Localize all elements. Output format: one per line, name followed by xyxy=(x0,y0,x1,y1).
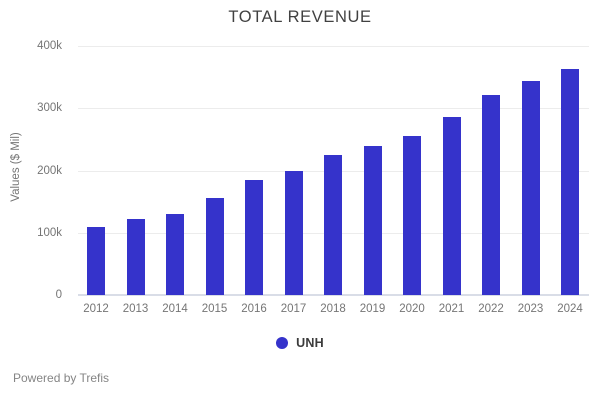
bar-2015[interactable] xyxy=(205,197,224,295)
bar-2020[interactable] xyxy=(403,136,421,295)
x-tick-label-2024: 2024 xyxy=(557,303,583,315)
y-tick-label-300k: 300k xyxy=(37,102,62,115)
legend-dot-icon xyxy=(276,337,289,349)
x-tick-label-2016: 2016 xyxy=(241,303,267,315)
bar-2019[interactable] xyxy=(363,145,382,295)
x-tick-label-2012: 2012 xyxy=(83,303,109,315)
x-tick-label-2019: 2019 xyxy=(359,303,386,315)
bar-2024[interactable] xyxy=(561,69,579,295)
gridline-400k xyxy=(78,46,589,47)
x-tick-label-2017: 2017 xyxy=(280,303,307,315)
x-tick-label-2021: 2021 xyxy=(438,303,465,315)
powered-by-trefis-text: Powered by Trefis xyxy=(13,371,110,385)
x-tick-label-2022: 2022 xyxy=(478,303,504,315)
gridline-300k xyxy=(78,108,589,110)
bar-2012[interactable] xyxy=(87,226,105,295)
bar-2023[interactable] xyxy=(521,81,540,295)
bar-2018[interactable] xyxy=(324,154,342,295)
chart-title: TOTAL REVENUE xyxy=(228,8,372,26)
x-tick-label-2020: 2020 xyxy=(399,303,425,315)
y-tick-label-0: 0 xyxy=(55,289,62,301)
bar-2017[interactable] xyxy=(284,170,303,295)
x-tick-label-2013: 2013 xyxy=(122,303,149,315)
bar-2013[interactable] xyxy=(126,219,145,295)
x-axis-line xyxy=(78,294,589,296)
x-tick-label-2018: 2018 xyxy=(320,303,346,315)
bar-2022[interactable] xyxy=(482,94,500,295)
legend-label: UNH xyxy=(296,336,324,350)
x-tick-label-2014: 2014 xyxy=(162,303,188,315)
bar-2021[interactable] xyxy=(442,116,461,295)
legend[interactable]: UNH xyxy=(0,334,600,352)
bar-2014[interactable] xyxy=(166,214,184,295)
x-tick-label-2015: 2015 xyxy=(201,303,228,315)
y-tick-label-200k: 200k xyxy=(37,164,62,177)
plot-area xyxy=(78,46,589,296)
bar-2016[interactable] xyxy=(245,180,263,295)
y-tick-label-100k: 100k xyxy=(37,226,62,239)
y-tick-label-400k: 400k xyxy=(37,40,62,52)
x-tick-label-2023: 2023 xyxy=(517,303,544,315)
